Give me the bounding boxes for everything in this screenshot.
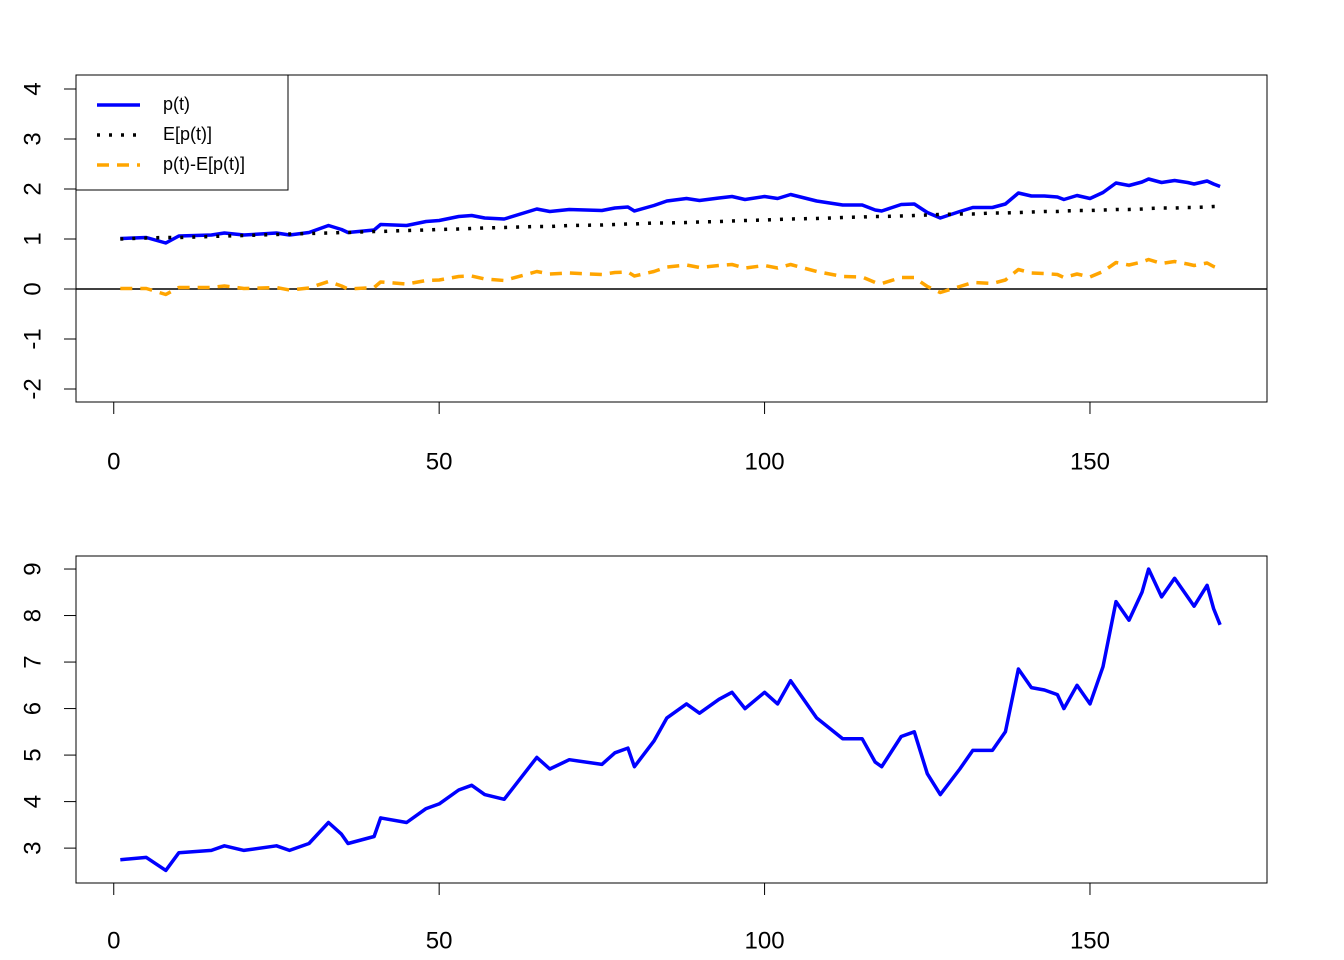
y-tick-label: 8 — [19, 609, 46, 622]
x-tick-label: 150 — [1070, 927, 1110, 954]
y-tick-label: -2 — [19, 378, 46, 399]
y-tick-label: 3 — [19, 841, 46, 854]
y-tick-label: 5 — [19, 748, 46, 761]
series-line — [120, 567, 1222, 873]
x-tick-label: 0 — [107, 448, 120, 475]
y-tick-label: 1 — [19, 232, 46, 245]
x-tick-label: 150 — [1070, 448, 1110, 475]
x-tick-label: 0 — [107, 927, 120, 954]
y-tick-label: 2 — [19, 182, 46, 195]
legend-label: p(t)-E[p(t)] — [163, 154, 245, 174]
y-tick-label: -1 — [19, 328, 46, 349]
y-tick-label: 0 — [19, 282, 46, 295]
series-line — [120, 177, 1221, 245]
plot-frame — [75, 555, 1268, 884]
y-tick-label: 9 — [19, 562, 46, 575]
x-tick-label: 50 — [426, 448, 453, 475]
x-tick-label: 100 — [745, 448, 785, 475]
legend-box — [75, 74, 289, 191]
y-tick-label: 4 — [19, 795, 46, 808]
x-tick-label: 100 — [745, 927, 785, 954]
x-tick-label: 50 — [426, 927, 453, 954]
series-line — [120, 257, 1221, 297]
legend-label: p(t) — [163, 94, 190, 114]
y-tick-label: 6 — [19, 702, 46, 715]
y-tick-label: 4 — [19, 82, 46, 95]
y-tick-label: 3 — [19, 132, 46, 145]
y-tick-label: 7 — [19, 655, 46, 668]
series-line — [120, 204, 1221, 241]
legend-label: E[p(t)] — [163, 124, 212, 144]
